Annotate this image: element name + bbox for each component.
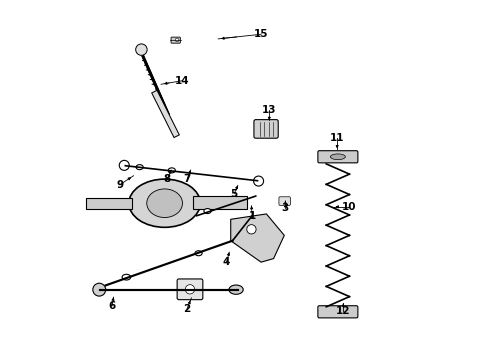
Ellipse shape: [129, 179, 200, 227]
Ellipse shape: [168, 168, 175, 173]
Circle shape: [136, 44, 147, 55]
Text: 2: 2: [184, 303, 191, 314]
Text: 8: 8: [164, 174, 171, 184]
Circle shape: [93, 283, 106, 296]
Text: 15: 15: [254, 29, 269, 39]
Ellipse shape: [229, 285, 243, 294]
Text: 11: 11: [330, 133, 344, 143]
Polygon shape: [231, 214, 284, 262]
FancyBboxPatch shape: [171, 37, 180, 43]
FancyBboxPatch shape: [318, 306, 358, 318]
Circle shape: [175, 38, 179, 42]
Text: 9: 9: [117, 180, 123, 190]
Ellipse shape: [122, 274, 131, 280]
Bar: [86, 198, 132, 208]
Text: 10: 10: [342, 202, 357, 212]
FancyBboxPatch shape: [254, 120, 278, 138]
Text: 5: 5: [231, 189, 238, 199]
FancyBboxPatch shape: [177, 279, 203, 300]
Ellipse shape: [136, 165, 143, 170]
Ellipse shape: [204, 208, 211, 213]
Ellipse shape: [330, 154, 345, 159]
Text: 1: 1: [248, 211, 256, 221]
Text: 13: 13: [262, 105, 276, 115]
Text: 12: 12: [336, 306, 350, 316]
Ellipse shape: [147, 189, 182, 217]
Text: 7: 7: [183, 174, 191, 184]
Circle shape: [247, 225, 256, 234]
FancyBboxPatch shape: [318, 151, 358, 163]
FancyBboxPatch shape: [279, 197, 291, 205]
Ellipse shape: [195, 251, 202, 256]
Text: 14: 14: [175, 76, 190, 86]
Text: 3: 3: [282, 203, 289, 212]
Text: 6: 6: [108, 301, 116, 311]
Bar: [193, 197, 247, 209]
Circle shape: [185, 285, 195, 294]
Text: 4: 4: [223, 257, 230, 267]
